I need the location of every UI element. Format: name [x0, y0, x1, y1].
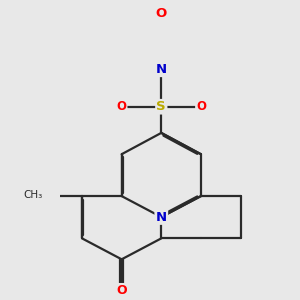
Text: N: N [156, 211, 167, 224]
Text: CH₃: CH₃ [23, 190, 42, 200]
Text: N: N [156, 63, 167, 76]
Text: O: O [116, 284, 127, 297]
Text: S: S [157, 100, 166, 113]
Text: O: O [156, 7, 167, 20]
Text: O: O [196, 100, 206, 113]
Text: O: O [116, 100, 126, 113]
